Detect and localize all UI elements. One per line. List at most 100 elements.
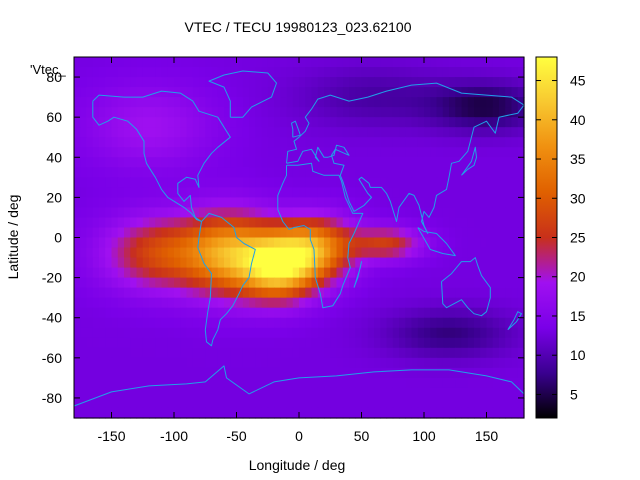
heatmap-cell — [280, 147, 288, 158]
heatmap-cell — [367, 327, 375, 339]
heatmap-cell — [455, 57, 463, 68]
x-tick-label: 0 — [295, 428, 303, 444]
heatmap-cell — [105, 267, 113, 279]
heatmap-cell — [374, 297, 381, 309]
heatmap-cell — [142, 367, 150, 379]
heatmap-cell — [399, 357, 406, 369]
heatmap-cell — [505, 267, 513, 279]
heatmap-cell — [449, 227, 456, 239]
heatmap-cell — [236, 217, 244, 229]
heatmap-cell — [92, 327, 100, 339]
heatmap-cell — [342, 167, 350, 178]
heatmap-cell — [455, 387, 463, 399]
heatmap-cell — [92, 157, 100, 168]
x-tick-label: -100 — [160, 428, 188, 444]
heatmap-cell — [217, 97, 225, 108]
heatmap-cell — [167, 317, 175, 329]
heatmap-cell — [217, 217, 225, 229]
heatmap-cell — [80, 187, 88, 198]
heatmap-cell — [367, 277, 375, 289]
heatmap-cell — [242, 207, 250, 219]
heatmap-cell — [274, 327, 281, 339]
heatmap-cell — [105, 257, 113, 269]
heatmap-cell — [149, 297, 156, 309]
heatmap-cell — [205, 127, 213, 138]
heatmap-cell — [505, 177, 513, 188]
heatmap-cell — [86, 307, 94, 319]
heatmap-cell — [467, 277, 475, 289]
heatmap-cell — [192, 247, 200, 259]
heatmap-cell — [261, 397, 269, 409]
heatmap-cell — [449, 257, 456, 269]
heatmap-cell — [492, 257, 500, 269]
heatmap-cell — [105, 227, 113, 239]
heatmap-cell — [267, 287, 275, 299]
heatmap-cell — [111, 347, 119, 359]
heatmap-cell — [111, 327, 119, 339]
heatmap-cell — [299, 347, 306, 359]
heatmap-cell — [105, 407, 113, 419]
heatmap-cell — [436, 317, 444, 329]
heatmap-cell — [367, 347, 375, 359]
heatmap-cell — [461, 237, 469, 249]
heatmap-cell — [330, 377, 338, 389]
heatmap-cell — [136, 147, 144, 158]
heatmap-cell — [330, 227, 338, 239]
heatmap-cell — [136, 77, 144, 88]
heatmap-cell — [242, 397, 250, 409]
heatmap-cell — [180, 67, 188, 78]
heatmap-cell — [174, 227, 181, 239]
heatmap-cell — [455, 257, 463, 269]
heatmap-cell — [149, 307, 156, 319]
heatmap-cell — [367, 107, 375, 118]
heatmap-cell — [361, 357, 369, 369]
heatmap-cell — [142, 307, 150, 319]
heatmap-cell — [192, 227, 200, 239]
heatmap-cell — [467, 147, 475, 158]
heatmap-cell — [192, 307, 200, 319]
heatmap-cell — [211, 307, 219, 319]
heatmap-cell — [136, 127, 144, 138]
heatmap-cell — [286, 337, 294, 349]
heatmap-cell — [286, 227, 294, 239]
heatmap-cell — [236, 267, 244, 279]
heatmap-cell — [105, 117, 113, 128]
heatmap-cell — [186, 187, 194, 198]
heatmap-cell — [417, 407, 425, 419]
heatmap-cell — [174, 57, 181, 68]
heatmap-cell — [311, 117, 319, 128]
heatmap-cell — [199, 307, 206, 319]
heatmap-cell — [480, 337, 488, 349]
heatmap-cell — [442, 407, 450, 419]
heatmap-cell — [105, 57, 113, 68]
heatmap-cell — [167, 337, 175, 349]
heatmap-cell — [411, 277, 419, 289]
heatmap-cell — [92, 297, 100, 309]
heatmap-cell — [267, 307, 275, 319]
heatmap-cell — [117, 127, 125, 138]
heatmap-cell — [374, 67, 381, 78]
heatmap-cell — [205, 267, 213, 279]
heatmap-cell — [342, 97, 350, 108]
heatmap-cell — [380, 147, 388, 158]
heatmap-cell — [274, 257, 281, 269]
heatmap-cell — [274, 157, 281, 168]
heatmap-cell — [155, 207, 163, 219]
heatmap-cell — [199, 387, 206, 399]
heatmap-cell — [192, 57, 200, 68]
heatmap-cell — [424, 407, 431, 419]
heatmap-cell — [192, 337, 200, 349]
heatmap-cell — [361, 107, 369, 118]
heatmap-cell — [467, 287, 475, 299]
heatmap-cell — [111, 187, 119, 198]
heatmap-cell — [411, 227, 419, 239]
heatmap-cell — [449, 167, 456, 178]
heatmap-cell — [274, 77, 281, 88]
heatmap-cell — [261, 237, 269, 249]
heatmap-cell — [186, 87, 194, 98]
heatmap-cell — [111, 237, 119, 249]
heatmap-cell — [180, 147, 188, 158]
heatmap-cell — [380, 127, 388, 138]
heatmap-cell — [249, 307, 256, 319]
heatmap-cell — [236, 157, 244, 168]
